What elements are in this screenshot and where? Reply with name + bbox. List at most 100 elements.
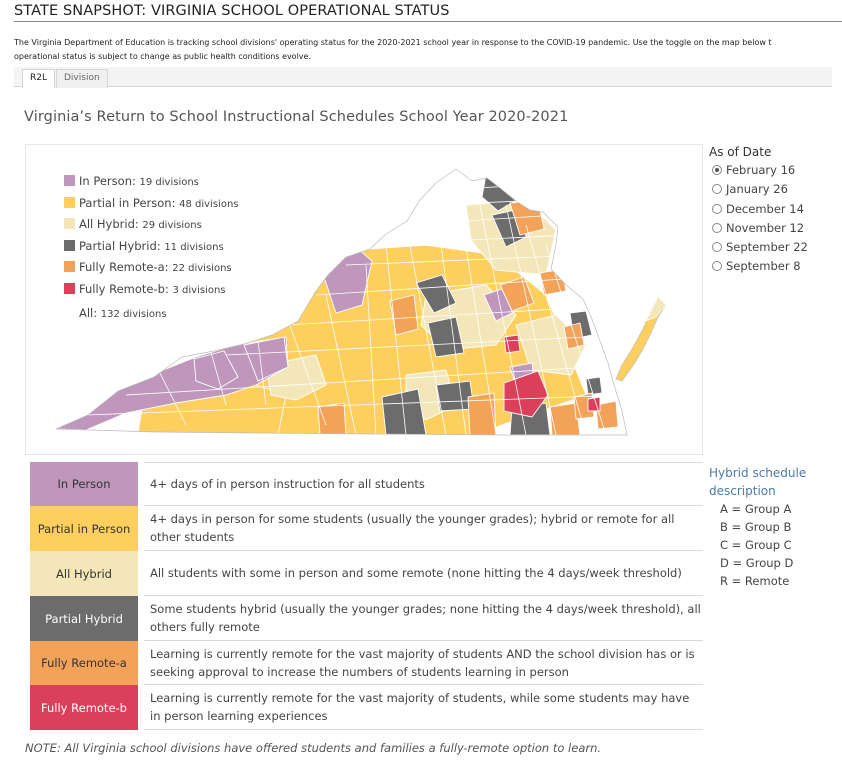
status-label-partial-in-person: Partial in Person	[30, 506, 138, 551]
title-divider	[14, 21, 842, 22]
table-row: Fully Remote-b Learning is currently rem…	[30, 685, 703, 730]
date-option-label: February 16	[726, 163, 796, 177]
region-petersburg-remote-b	[503, 334, 521, 354]
table-row: Fully Remote-a Learning is currently rem…	[30, 641, 703, 685]
date-option-november-12[interactable]: November 12	[709, 221, 839, 240]
legend-total-count: 132 divisions	[100, 309, 167, 320]
legend-label: Partial Hybrid:	[79, 239, 161, 253]
view-tabs: R2L Division	[14, 67, 832, 88]
status-description: Some students hybrid (usually the younge…	[144, 596, 703, 641]
region-hampton-remote-a	[563, 322, 585, 350]
legend-total-label: All:	[79, 306, 98, 320]
table-row: In Person 4+ days of in person instructi…	[30, 462, 703, 506]
status-description: 4+ days of in person instruction for all…	[144, 462, 703, 506]
region-brunswick-remote-a	[467, 392, 497, 435]
as-of-date-filter: As of Date February 16 January 26 Decemb…	[709, 145, 839, 279]
legend-swatch-partial-in-person	[64, 197, 75, 208]
footnote: NOTE: All Virginia school divisions have…	[25, 741, 602, 755]
status-description: Learning is currently remote for the vas…	[144, 685, 703, 730]
as-of-date-title: As of Date	[709, 145, 772, 159]
legend-swatch-fully-remote-a	[64, 261, 75, 272]
hybrid-schedule-item: B = Group B	[720, 520, 792, 534]
virginia-map[interactable]	[26, 145, 704, 456]
status-label-fully-remote-b: Fully Remote-b	[30, 685, 138, 730]
date-option-february-16[interactable]: February 16	[709, 163, 839, 182]
radio-icon[interactable]	[712, 203, 722, 214]
radio-icon[interactable]	[712, 261, 722, 272]
table-row: Partial in Person 4+ days in person for …	[30, 506, 703, 551]
legend-partial-hybrid: Partial Hybrid: 11 divisions	[64, 239, 224, 253]
region-wise-remote-a	[317, 402, 347, 435]
status-label-all-hybrid: All Hybrid	[30, 551, 138, 596]
status-description: All students with some in person and som…	[144, 551, 703, 596]
legend-count: 22 divisions	[172, 263, 232, 274]
page-title: STATE SNAPSHOT: VIRGINIA SCHOOL OPERATIO…	[14, 3, 450, 19]
tab-r2l[interactable]: R2L	[22, 69, 55, 88]
legend-count: 29 divisions	[142, 220, 202, 231]
map-panel: In Person: 19 divisions Partial in Perso…	[25, 144, 703, 455]
hybrid-schedule-item: R = Remote	[720, 574, 790, 588]
date-option-label: November 12	[726, 220, 805, 235]
legend-label: In Person:	[79, 174, 136, 188]
table-row: All Hybrid All students with some in per…	[30, 551, 703, 596]
legend-label: Partial in Person:	[79, 196, 176, 210]
intro-line-1: The Virginia Department of Education is …	[14, 38, 772, 47]
region-lee-inperson	[243, 336, 289, 382]
tab-division[interactable]: Division	[56, 69, 108, 88]
legend-label: Fully Remote-a:	[79, 260, 169, 274]
date-option-september-8[interactable]: September 8	[709, 259, 839, 278]
legend-swatch-fully-remote-b	[64, 283, 75, 294]
legend-partial-in-person: Partial in Person: 48 divisions	[64, 196, 239, 210]
legend-label: Fully Remote-b:	[79, 282, 169, 296]
legend-fully-remote-b: Fully Remote-b: 3 divisions	[64, 282, 226, 296]
date-option-december-14[interactable]: December 14	[709, 202, 839, 221]
status-label-in-person: In Person	[30, 462, 138, 506]
hybrid-schedule-item: A = Group A	[720, 502, 792, 516]
radio-icon[interactable]	[712, 242, 722, 253]
status-description: 4+ days in person for some students (usu…	[144, 506, 703, 551]
hybrid-schedule-panel: Hybrid schedule description A = Group A …	[709, 464, 839, 590]
dashboard-title: Virginia’s Return to School Instructiona…	[24, 109, 569, 125]
date-option-label: January 26	[726, 182, 788, 197]
radio-icon[interactable]	[712, 222, 722, 233]
virginia-outline	[55, 168, 628, 436]
legend-swatch-all-hybrid	[64, 218, 75, 229]
region-franklin-remote-b	[503, 370, 549, 418]
date-option-label: September 22	[726, 240, 808, 255]
table-row: Partial Hybrid Some students hybrid (usu…	[30, 596, 703, 641]
legend-count: 19 divisions	[139, 177, 199, 188]
region-henrico-remote-a	[539, 268, 567, 296]
legend-count: 3 divisions	[172, 285, 226, 296]
region-isle-remote-a	[549, 402, 581, 435]
hybrid-schedule-title: Hybrid schedule description	[709, 466, 807, 498]
date-option-september-22[interactable]: September 22	[709, 240, 839, 259]
radio-icon[interactable]	[712, 184, 722, 195]
legend-count: 11 divisions	[164, 242, 224, 253]
radio-selected-icon[interactable]	[712, 165, 722, 175]
legend-count: 48 divisions	[179, 199, 239, 210]
date-option-label: September 8	[726, 259, 801, 274]
legend-total: All: 132 divisions	[79, 306, 167, 320]
date-option-label: December 14	[726, 201, 804, 216]
region-albemarle-partial-hybrid	[427, 316, 465, 358]
status-label-fully-remote-a: Fully Remote-a	[30, 641, 138, 685]
region-halifax-partial-hybrid	[381, 388, 427, 435]
status-description: Learning is currently remote for the vas…	[144, 641, 703, 685]
region-eastern-shore-hybrid	[645, 296, 667, 322]
legend-label: All Hybrid:	[79, 217, 139, 231]
status-label-partial-hybrid: Partial Hybrid	[30, 596, 138, 641]
hybrid-schedule-item: D = Group D	[720, 556, 794, 570]
date-option-january-26[interactable]: January 26	[709, 182, 839, 201]
legend-fully-remote-a: Fully Remote-a: 22 divisions	[64, 260, 232, 274]
legend-swatch-partial-hybrid	[64, 240, 75, 251]
intro-text: The Virginia Department of Education is …	[14, 36, 842, 64]
legend-in-person: In Person: 19 divisions	[64, 174, 199, 188]
legend-all-hybrid: All Hybrid: 29 divisions	[64, 217, 202, 231]
legend-swatch-in-person	[64, 175, 75, 186]
intro-line-2: operational status is subject to change …	[14, 51, 311, 61]
region-norfolk-partial-hybrid	[585, 376, 603, 396]
region-fauquier-remote-a	[499, 276, 535, 312]
region-portsmouth-remote-b	[587, 396, 601, 412]
county-borders	[85, 184, 627, 435]
hybrid-schedule-item: C = Group C	[720, 538, 792, 552]
